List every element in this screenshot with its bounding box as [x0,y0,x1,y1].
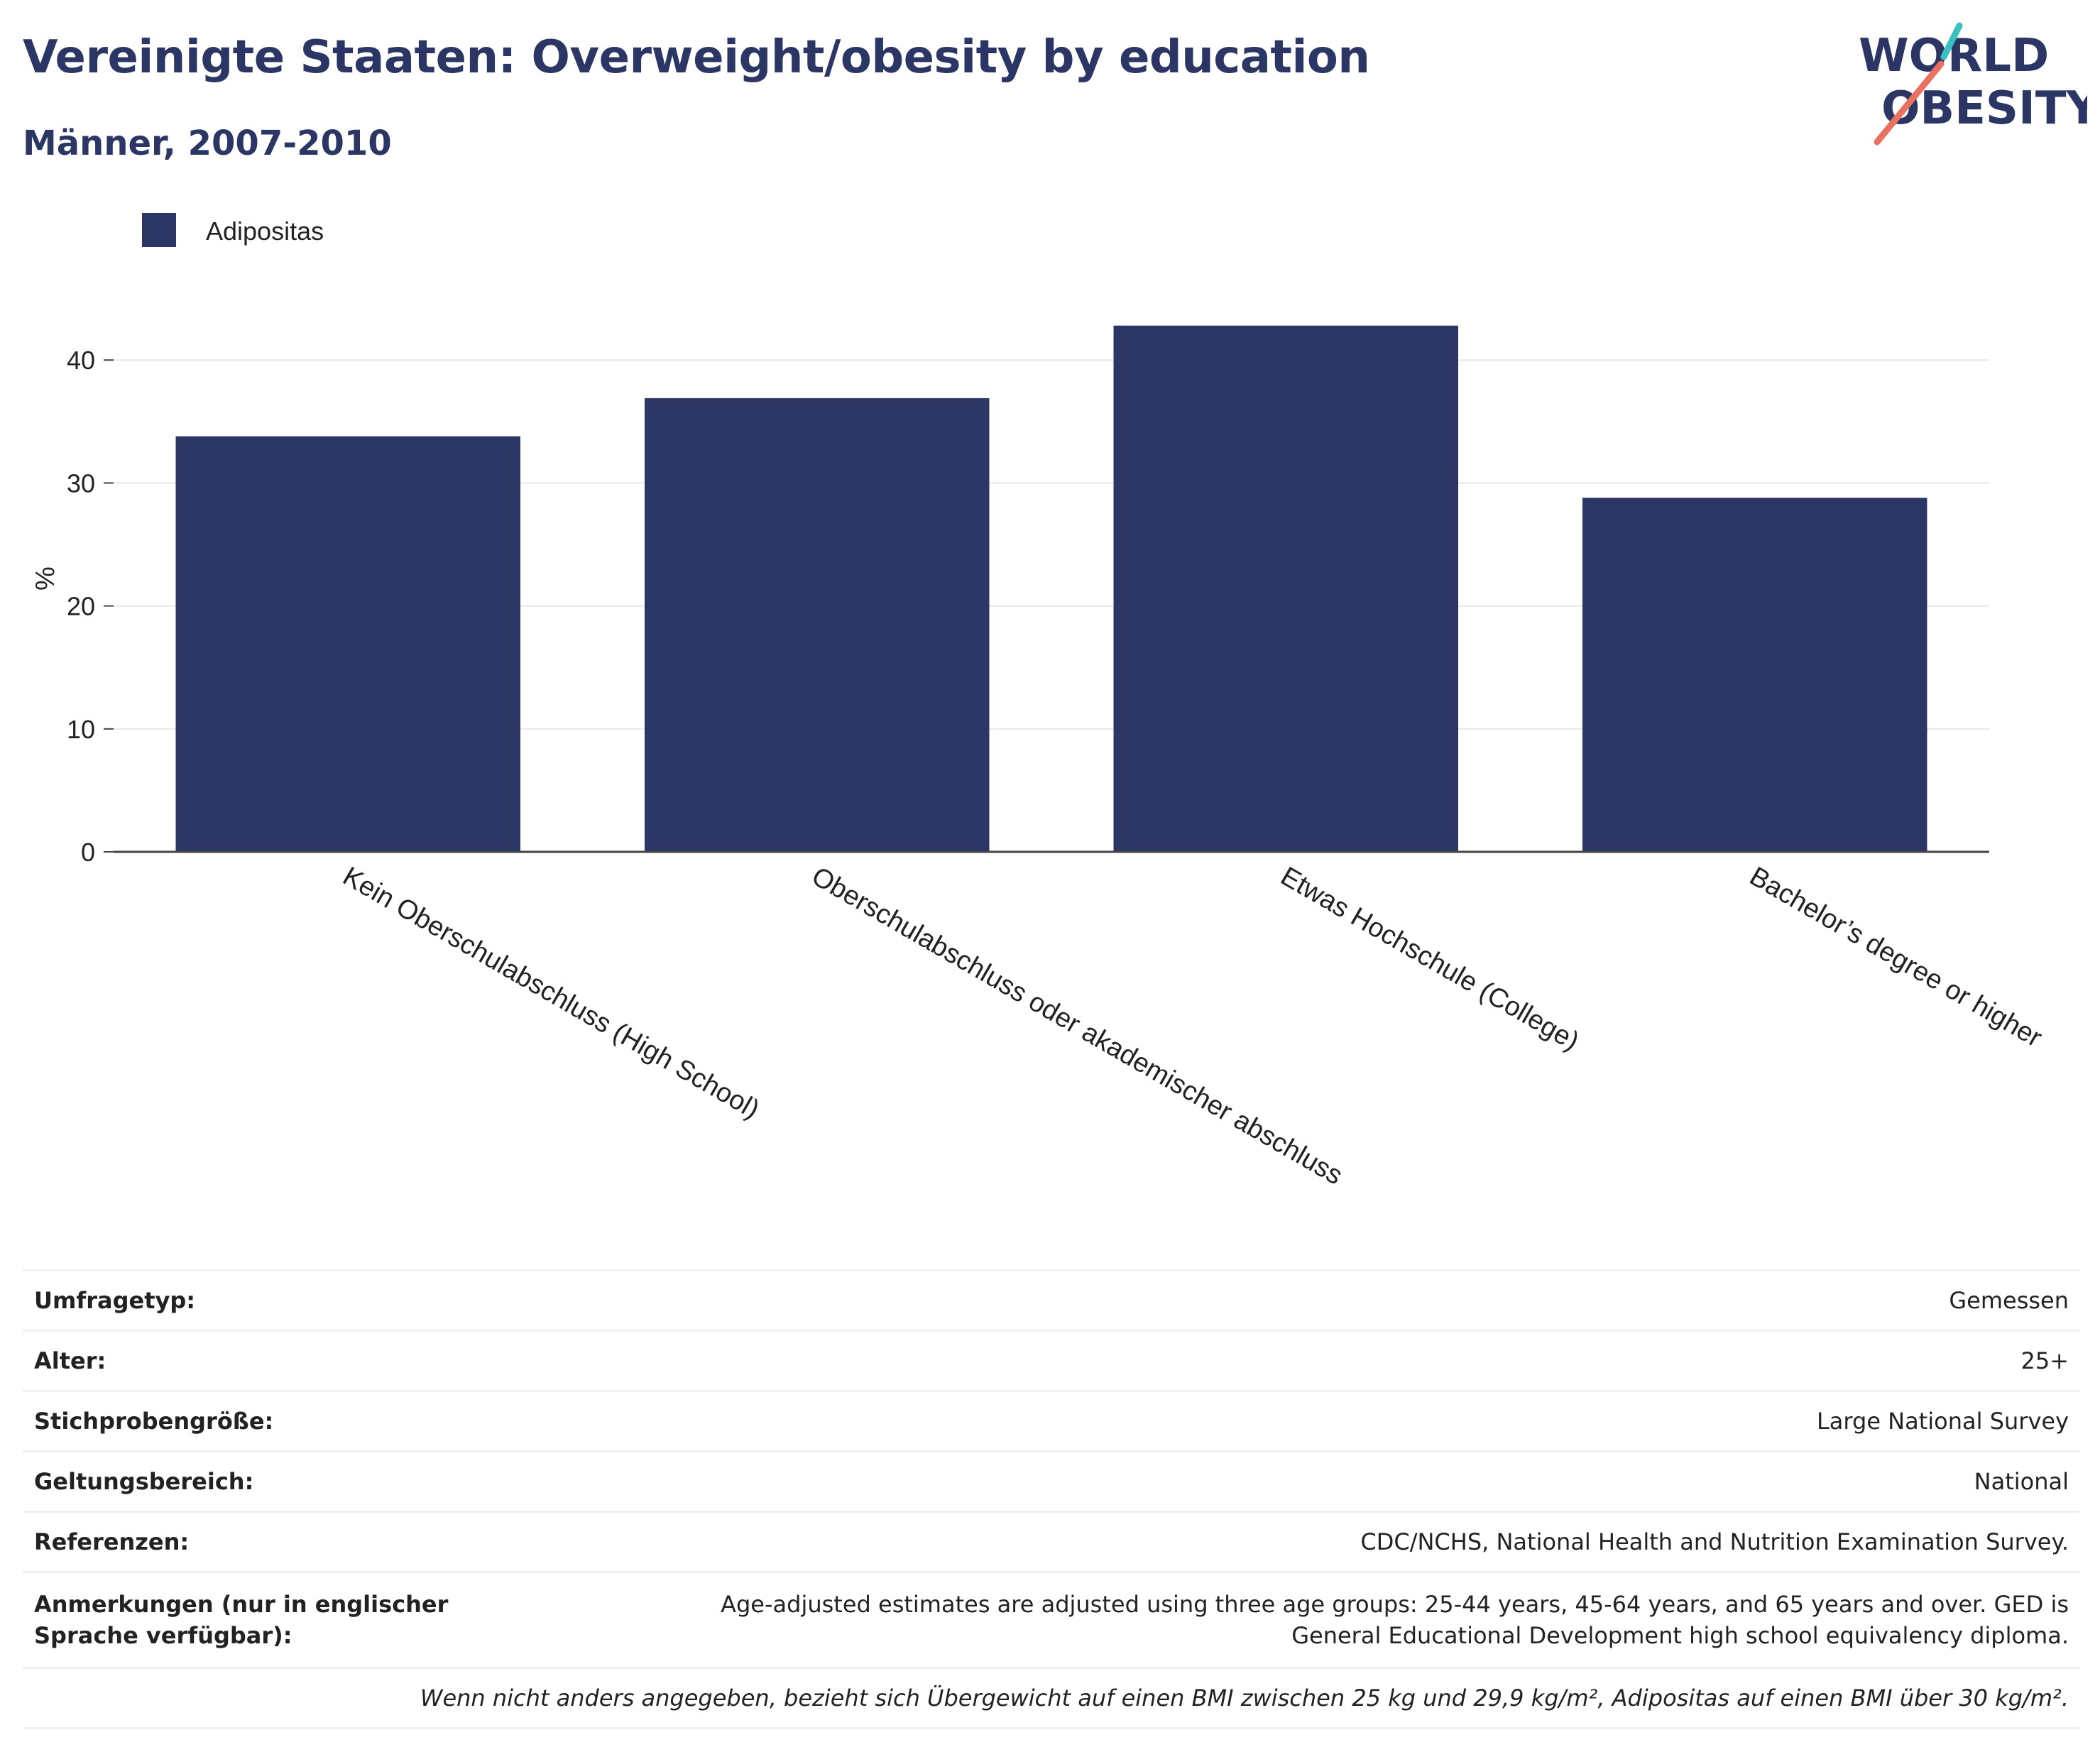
bar-2 [645,398,990,852]
y-tick-label: 10 [67,715,95,744]
footnote: Wenn nicht anders angegeben, bezieht sic… [23,1667,2080,1729]
info-value: Large National Survey [1816,1408,2069,1435]
logo-line-2: OBESITY [1881,82,2087,135]
info-value: CDC/NCHS, National Health and Nutrition … [1360,1528,2069,1555]
x-tick-label: Oberschulabschluss oder akademischer abs… [806,861,1347,1190]
bar-1 [175,436,520,852]
info-key: Geltungsbereich: [34,1468,254,1495]
info-row: Referenzen: CDC/NCHS, National Health and… [23,1511,2080,1571]
y-tick-label: 40 [67,346,95,375]
info-row: Alter: 25+ [23,1330,2080,1390]
info-key: Stichprobengröße: [34,1408,274,1435]
x-tick-label: Etwas Hochschule (College) [1276,861,1584,1056]
info-row: Umfragetyp: Gemessen [23,1269,2080,1330]
info-value: National [1974,1468,2069,1495]
info-key: Referenzen: [34,1528,190,1555]
info-value: 25+ [2020,1347,2069,1374]
info-table: Umfragetyp: Gemessen Alter: 25+ Stichprobeng… [23,1269,2080,1729]
y-axis-label: % [31,566,60,591]
logo-slash-teal [1940,22,1963,60]
bar-3 [1113,325,1458,852]
bar-4 [1582,498,1927,852]
x-tick-label: Bachelor’s degree or higher [1744,861,2047,1053]
info-key: Anmerkungen (nur in englischer Sprache v… [34,1591,449,1649]
chart-legend: Adipositas [142,213,324,247]
info-row-notes: Anmerkungen (nur in englischer Sprache v… [23,1571,2080,1667]
legend-swatch [142,213,176,247]
info-key: Alter: [34,1347,106,1374]
info-key: Umfragetyp: [34,1287,196,1314]
info-value: Gemessen [1949,1287,2069,1314]
world-obesity-logo: WORLD OBESITY [1859,22,2087,146]
legend-label: Adipositas [206,217,324,246]
y-tick-label: 0 [81,838,95,867]
y-tick-label: 20 [67,592,95,621]
logo-slash-coral [1874,60,1945,146]
info-row: Geltungsbereich: National [23,1450,2080,1511]
page-subtitle: Männer, 2007-2010 [23,124,392,163]
x-tick-label: Kein Oberschulabschluss (High School) [338,861,765,1124]
info-row: Stichprobengröße: Large National Survey [23,1390,2080,1450]
page-title: Vereinigte Staaten: Overweight/obesity b… [23,31,1370,84]
info-value: Age-adjusted estimates are adjusted usin… [721,1591,2069,1649]
y-tick-label: 30 [67,469,95,498]
bar-chart: Adipositas % 0 10 20 30 40 Kein Oberschulabs… [31,213,2047,1191]
